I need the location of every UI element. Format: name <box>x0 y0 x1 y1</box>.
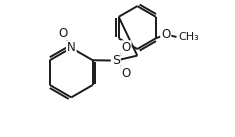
Text: O: O <box>161 28 170 42</box>
Text: O: O <box>59 27 68 39</box>
Text: S: S <box>112 54 120 67</box>
Text: O: O <box>121 41 131 54</box>
Text: CH₃: CH₃ <box>178 32 199 42</box>
Text: O: O <box>121 67 131 80</box>
Text: N: N <box>67 41 76 54</box>
